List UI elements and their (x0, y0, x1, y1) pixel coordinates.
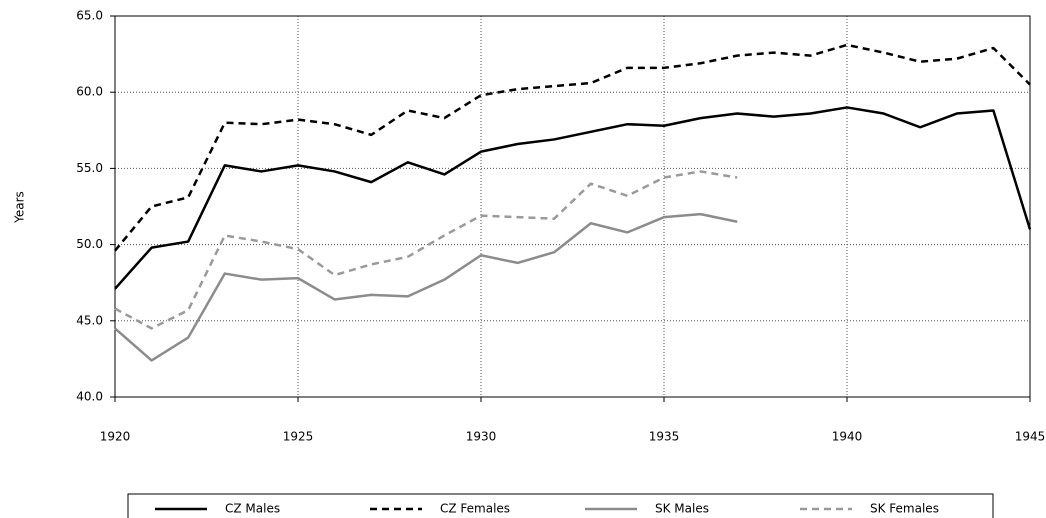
y-tick-label: 40.0 (76, 390, 103, 404)
y-tick-label: 45.0 (76, 313, 103, 327)
series-line (114, 106, 1032, 290)
x-tick-label: 1920 (100, 430, 131, 444)
y-tick-label: 60.0 (76, 85, 103, 99)
legend-label: CZ Females (440, 502, 510, 516)
plot-frame (114, 15, 1031, 398)
x-tick-label: 1945 (1015, 430, 1046, 444)
x-tick-label: 1930 (466, 430, 497, 444)
legend-label: SK Males (655, 502, 709, 516)
series-line (114, 170, 738, 330)
y-tick-label: 65.0 (76, 9, 103, 23)
series-line (114, 43, 1031, 252)
y-tick-label: 55.0 (76, 161, 103, 175)
x-tick-label: 1935 (649, 430, 680, 444)
y-tick-label: 50.0 (76, 237, 103, 251)
legend-box (127, 493, 994, 518)
series-line (114, 212, 738, 362)
legend-label: CZ Males (225, 502, 280, 516)
y-axis-label: Years (13, 191, 27, 224)
legend-label: SK Females (870, 502, 939, 516)
x-tick-label: 1925 (283, 430, 314, 444)
x-tick-label: 1940 (832, 430, 863, 444)
